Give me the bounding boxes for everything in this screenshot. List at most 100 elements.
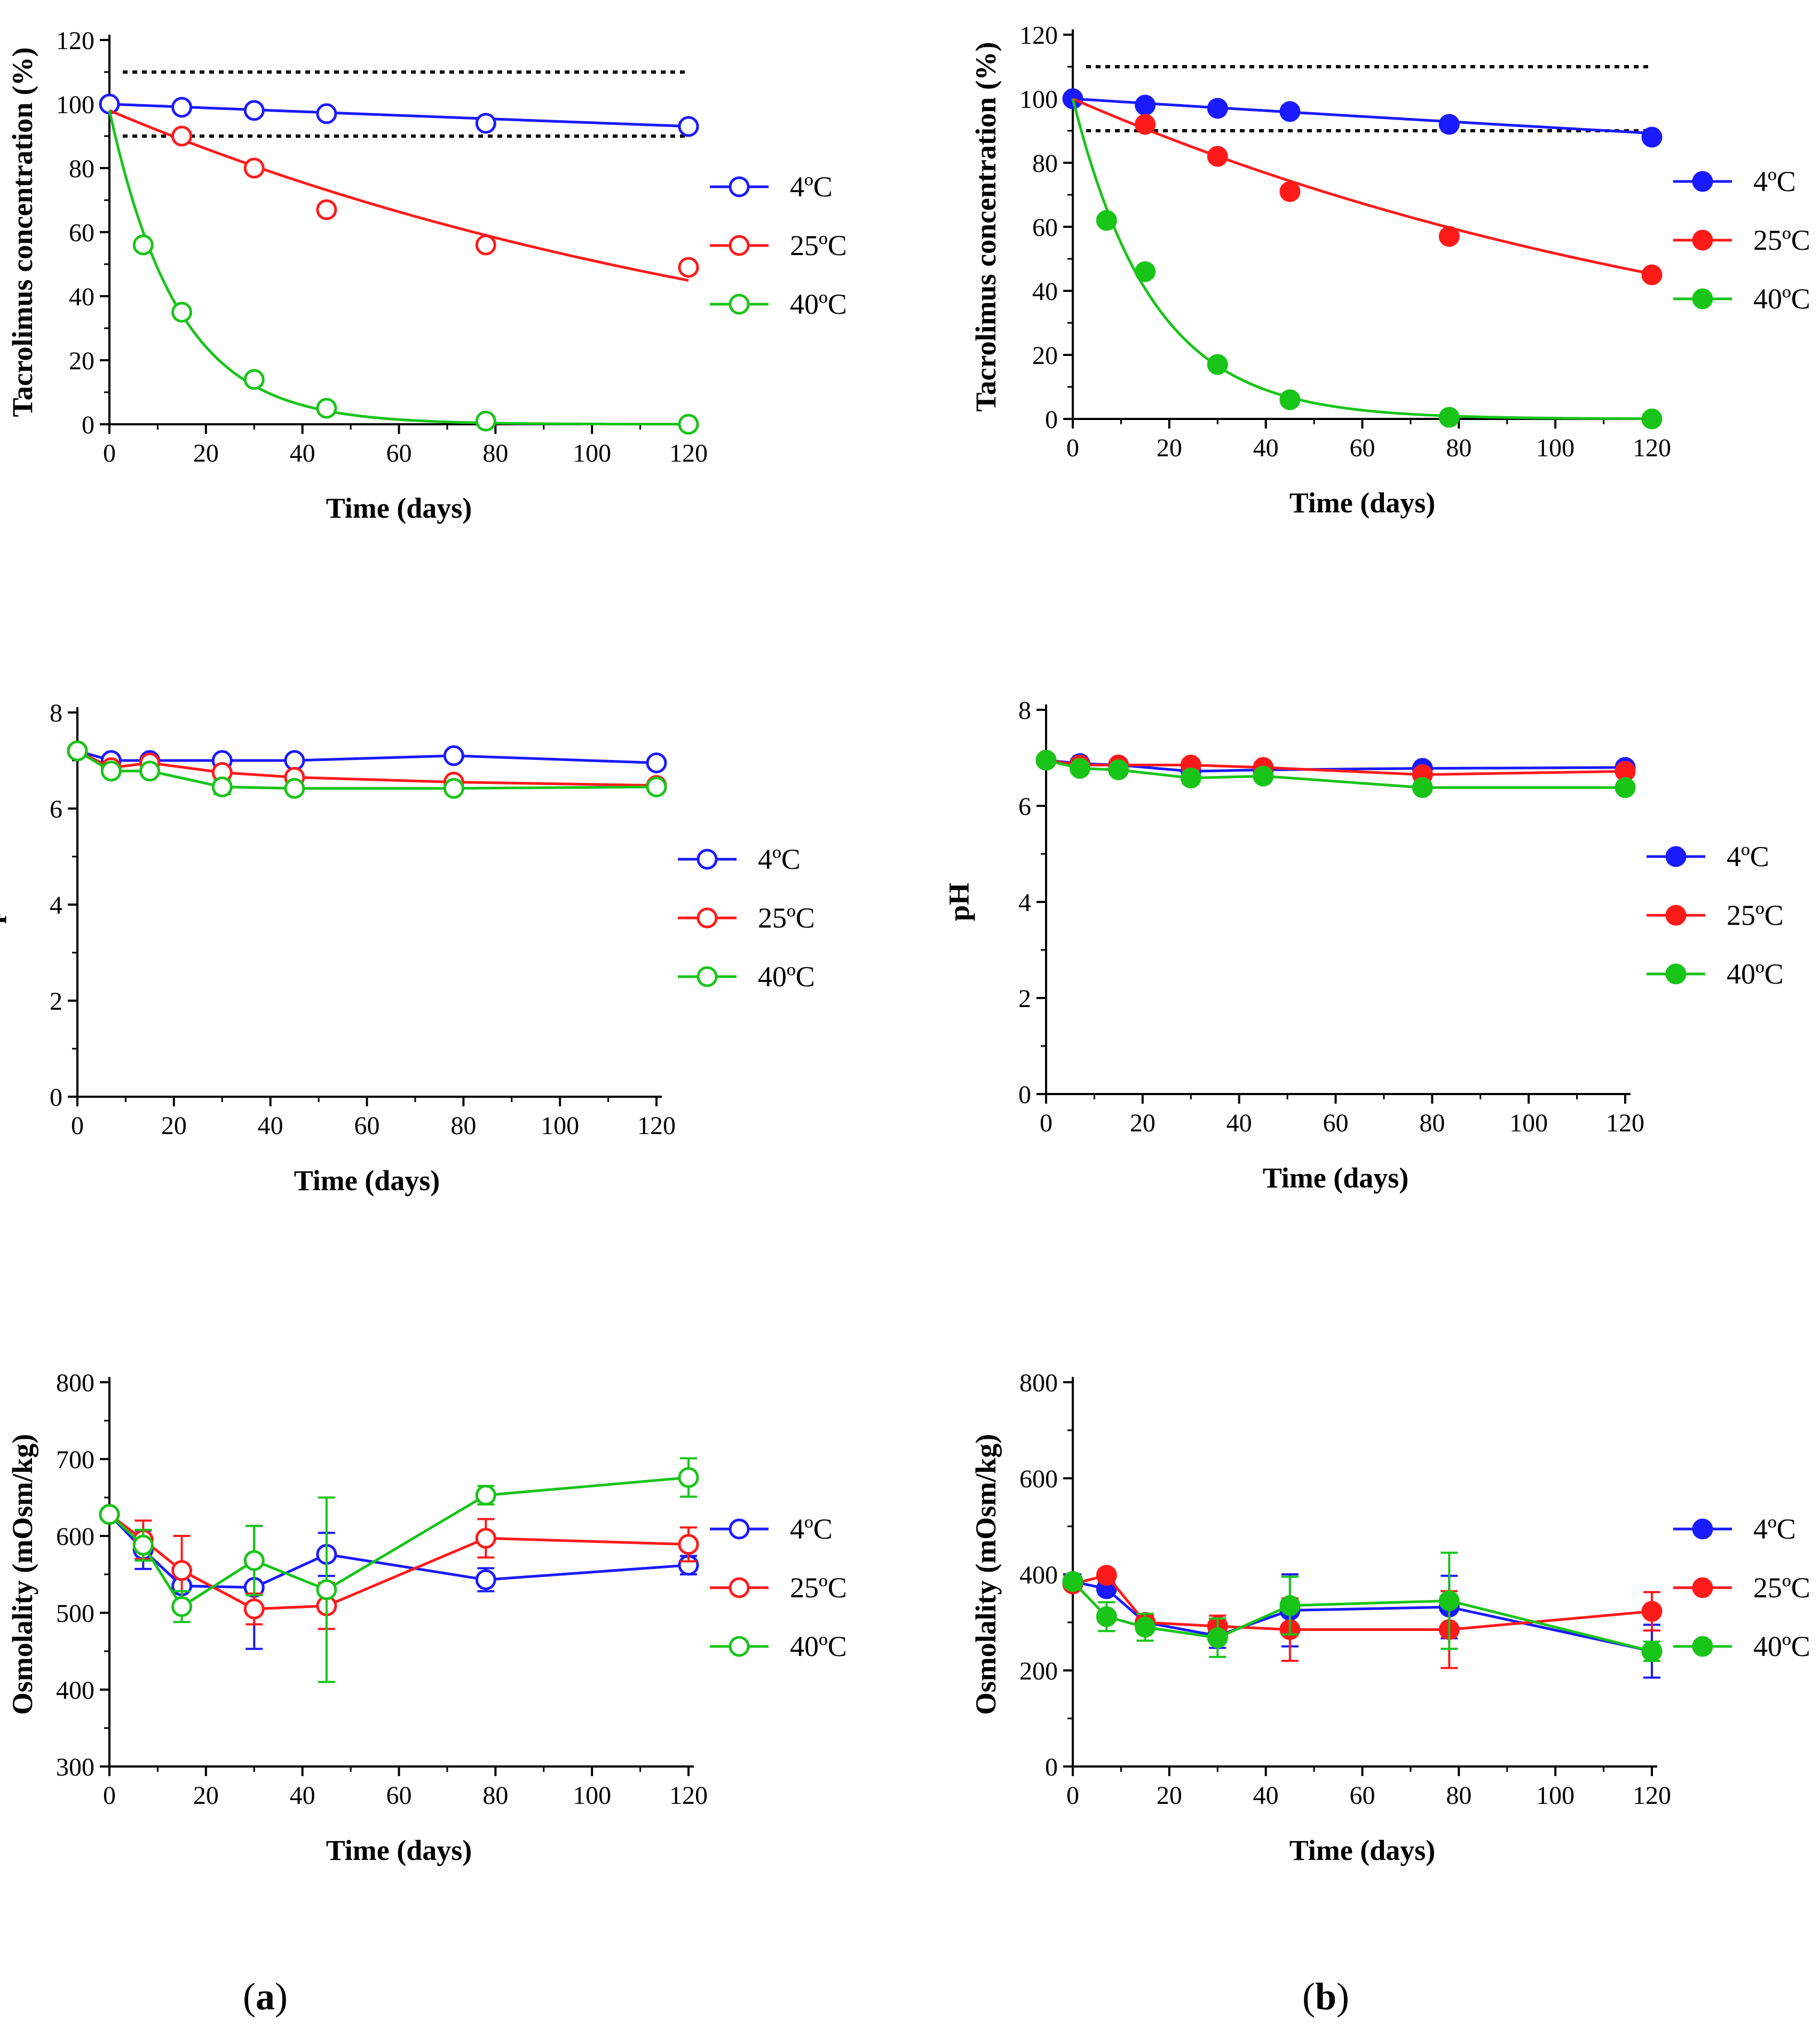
y-tick-label: 2 bbox=[50, 987, 62, 1016]
y-tick-label: 0 bbox=[1045, 406, 1058, 434]
legend: 4ºC 25ºC 40ºC bbox=[710, 1513, 847, 1662]
legend-label: 25ºC bbox=[1727, 899, 1784, 931]
data-point bbox=[1412, 777, 1433, 798]
data-point bbox=[1279, 1595, 1301, 1616]
series-4c bbox=[99, 93, 699, 137]
x-tick-label: 40 bbox=[1253, 434, 1279, 462]
data-point bbox=[1438, 407, 1460, 428]
data-point bbox=[475, 113, 496, 134]
legend-label: 40ºC bbox=[790, 1630, 847, 1662]
x-tick-label: 20 bbox=[193, 1781, 219, 1810]
chart-osmolality-a: 0 20 40 60 80 100 120 300 400 500 600 700 800 Time (d… bbox=[6, 1369, 847, 1866]
x-tick-label: 60 bbox=[1323, 1109, 1349, 1137]
data-point bbox=[678, 116, 699, 137]
axes: 0 20 40 60 80 100 120 0 20 40 60 80 100 120 bbox=[1019, 21, 1671, 462]
x-tick-label: 100 bbox=[573, 1781, 611, 1810]
legend-marker bbox=[1665, 963, 1687, 985]
legend-label: 40ºC bbox=[1753, 1630, 1810, 1662]
legend-marker bbox=[729, 235, 750, 256]
legend: 4ºC 25ºC 40ºC bbox=[1647, 841, 1784, 990]
data-point bbox=[316, 398, 337, 419]
legend-label: 25ºC bbox=[1753, 224, 1810, 256]
data-point bbox=[171, 302, 193, 323]
x-tick-label: 40 bbox=[290, 439, 315, 468]
y-tick-label: 400 bbox=[1019, 1561, 1058, 1589]
series-40c bbox=[1071, 98, 1663, 430]
x-tick-label: 100 bbox=[1536, 1781, 1574, 1810]
legend-item-4c: 4ºC bbox=[1673, 165, 1796, 197]
data-point bbox=[646, 752, 667, 773]
series-line-25c bbox=[108, 1513, 689, 1611]
legend-item-40c: 40ºC bbox=[710, 288, 847, 320]
legend-item-40c: 40ºC bbox=[1673, 1630, 1810, 1662]
x-tick-label: 60 bbox=[386, 439, 412, 468]
data-point bbox=[1438, 114, 1460, 135]
panel-b-osmolality: 0 20 40 60 80 100 120 0 200 400 600 800 Time (days) O… bbox=[963, 1342, 1820, 1999]
y-axis-title: Osmolality (mOsm/kg) bbox=[970, 1434, 1002, 1715]
x-tick-label: 60 bbox=[386, 1781, 412, 1810]
x-tick-label: 80 bbox=[482, 439, 508, 468]
legend-label: 40ºC bbox=[1753, 283, 1810, 315]
x-tick-label: 120 bbox=[1633, 1781, 1671, 1810]
data-point bbox=[284, 778, 305, 799]
legend: 4ºC 25ºC 40ºC bbox=[678, 843, 815, 993]
data-point bbox=[1641, 264, 1663, 286]
data-point bbox=[1207, 146, 1228, 167]
y-tick-label: 800 bbox=[1019, 1369, 1058, 1397]
x-axis-title: Time (days) bbox=[1263, 1162, 1409, 1194]
y-tick-label: 6 bbox=[50, 795, 62, 823]
legend-label: 4ºC bbox=[758, 843, 801, 875]
data-point bbox=[243, 1598, 265, 1620]
data-point bbox=[646, 777, 667, 797]
legend-label: 4ºC bbox=[1753, 165, 1796, 197]
caption-b-letter: b bbox=[1315, 1975, 1337, 2018]
legend-item-25c: 25ºC bbox=[1673, 224, 1810, 256]
data-point bbox=[1641, 1601, 1663, 1622]
legend-label: 4ºC bbox=[1753, 1513, 1796, 1545]
x-tick-label: 40 bbox=[1253, 1781, 1279, 1810]
x-tick-label: 0 bbox=[1066, 1781, 1079, 1810]
series-4c bbox=[1062, 88, 1663, 148]
fit-curve-4c bbox=[1072, 97, 1652, 135]
data-point bbox=[1207, 98, 1228, 119]
data-point bbox=[475, 1569, 496, 1590]
data-point bbox=[211, 777, 233, 797]
panel-b-concentration: 0 20 40 60 80 100 120 0 20 40 60 80 100 120 Time (days… bbox=[963, 0, 1820, 651]
legend-label: 25ºC bbox=[1753, 1572, 1810, 1604]
x-axis-title: Time (days) bbox=[294, 1164, 440, 1197]
x-tick-label: 0 bbox=[103, 439, 116, 468]
caption-a: (a) bbox=[243, 1975, 288, 2018]
legend-label: 40ºC bbox=[1727, 958, 1784, 990]
data-point bbox=[443, 778, 464, 799]
panel-a-concentration: 0 20 40 60 80 100 120 0 20 40 60 80 100 120 Time (days… bbox=[0, 0, 910, 656]
legend-item-40c: 40ºC bbox=[678, 961, 815, 993]
x-tick-label: 100 bbox=[1509, 1109, 1548, 1137]
panel-a-ph: 0 20 40 60 80 100 120 0 2 4 6 8 Time (days) pH 4ºC 25ºC… bbox=[0, 672, 878, 1329]
legend-label: 25ºC bbox=[758, 902, 815, 934]
fit-curve-25c bbox=[109, 109, 689, 282]
data-point bbox=[139, 760, 161, 782]
x-axis-title: Time (days) bbox=[1289, 487, 1436, 519]
data-point bbox=[243, 369, 265, 390]
data-point bbox=[678, 257, 699, 278]
panel-a-osmolality: 0 20 40 60 80 100 120 300 400 500 600 700 800 Time (d… bbox=[0, 1342, 910, 1999]
legend-item-4c: 4ºC bbox=[1673, 1513, 1796, 1545]
x-axis-title: Time (days) bbox=[1289, 1834, 1436, 1866]
x-tick-label: 100 bbox=[573, 439, 611, 468]
x-tick-label: 40 bbox=[258, 1112, 283, 1140]
y-tick-label: 0 bbox=[1045, 1753, 1058, 1781]
data-point bbox=[1135, 94, 1156, 116]
fit-curve-40c bbox=[108, 110, 689, 426]
y-tick-label: 20 bbox=[69, 347, 94, 375]
x-tick-label: 80 bbox=[450, 1112, 476, 1140]
data-point bbox=[1279, 389, 1301, 410]
y-tick-label: 60 bbox=[69, 219, 94, 247]
y-tick-label: 0 bbox=[1018, 1081, 1031, 1109]
chart-ph-a: 0 20 40 60 80 100 120 0 2 4 6 8 Time (days) pH 4ºC 25ºC… bbox=[0, 699, 815, 1197]
legend-item-40c: 40ºC bbox=[1647, 958, 1784, 990]
data-point bbox=[1135, 114, 1156, 135]
series-40c bbox=[99, 1457, 699, 1683]
x-axis-title: Time (days) bbox=[326, 1834, 472, 1866]
data-point bbox=[1615, 777, 1636, 798]
data-point bbox=[171, 1596, 193, 1617]
